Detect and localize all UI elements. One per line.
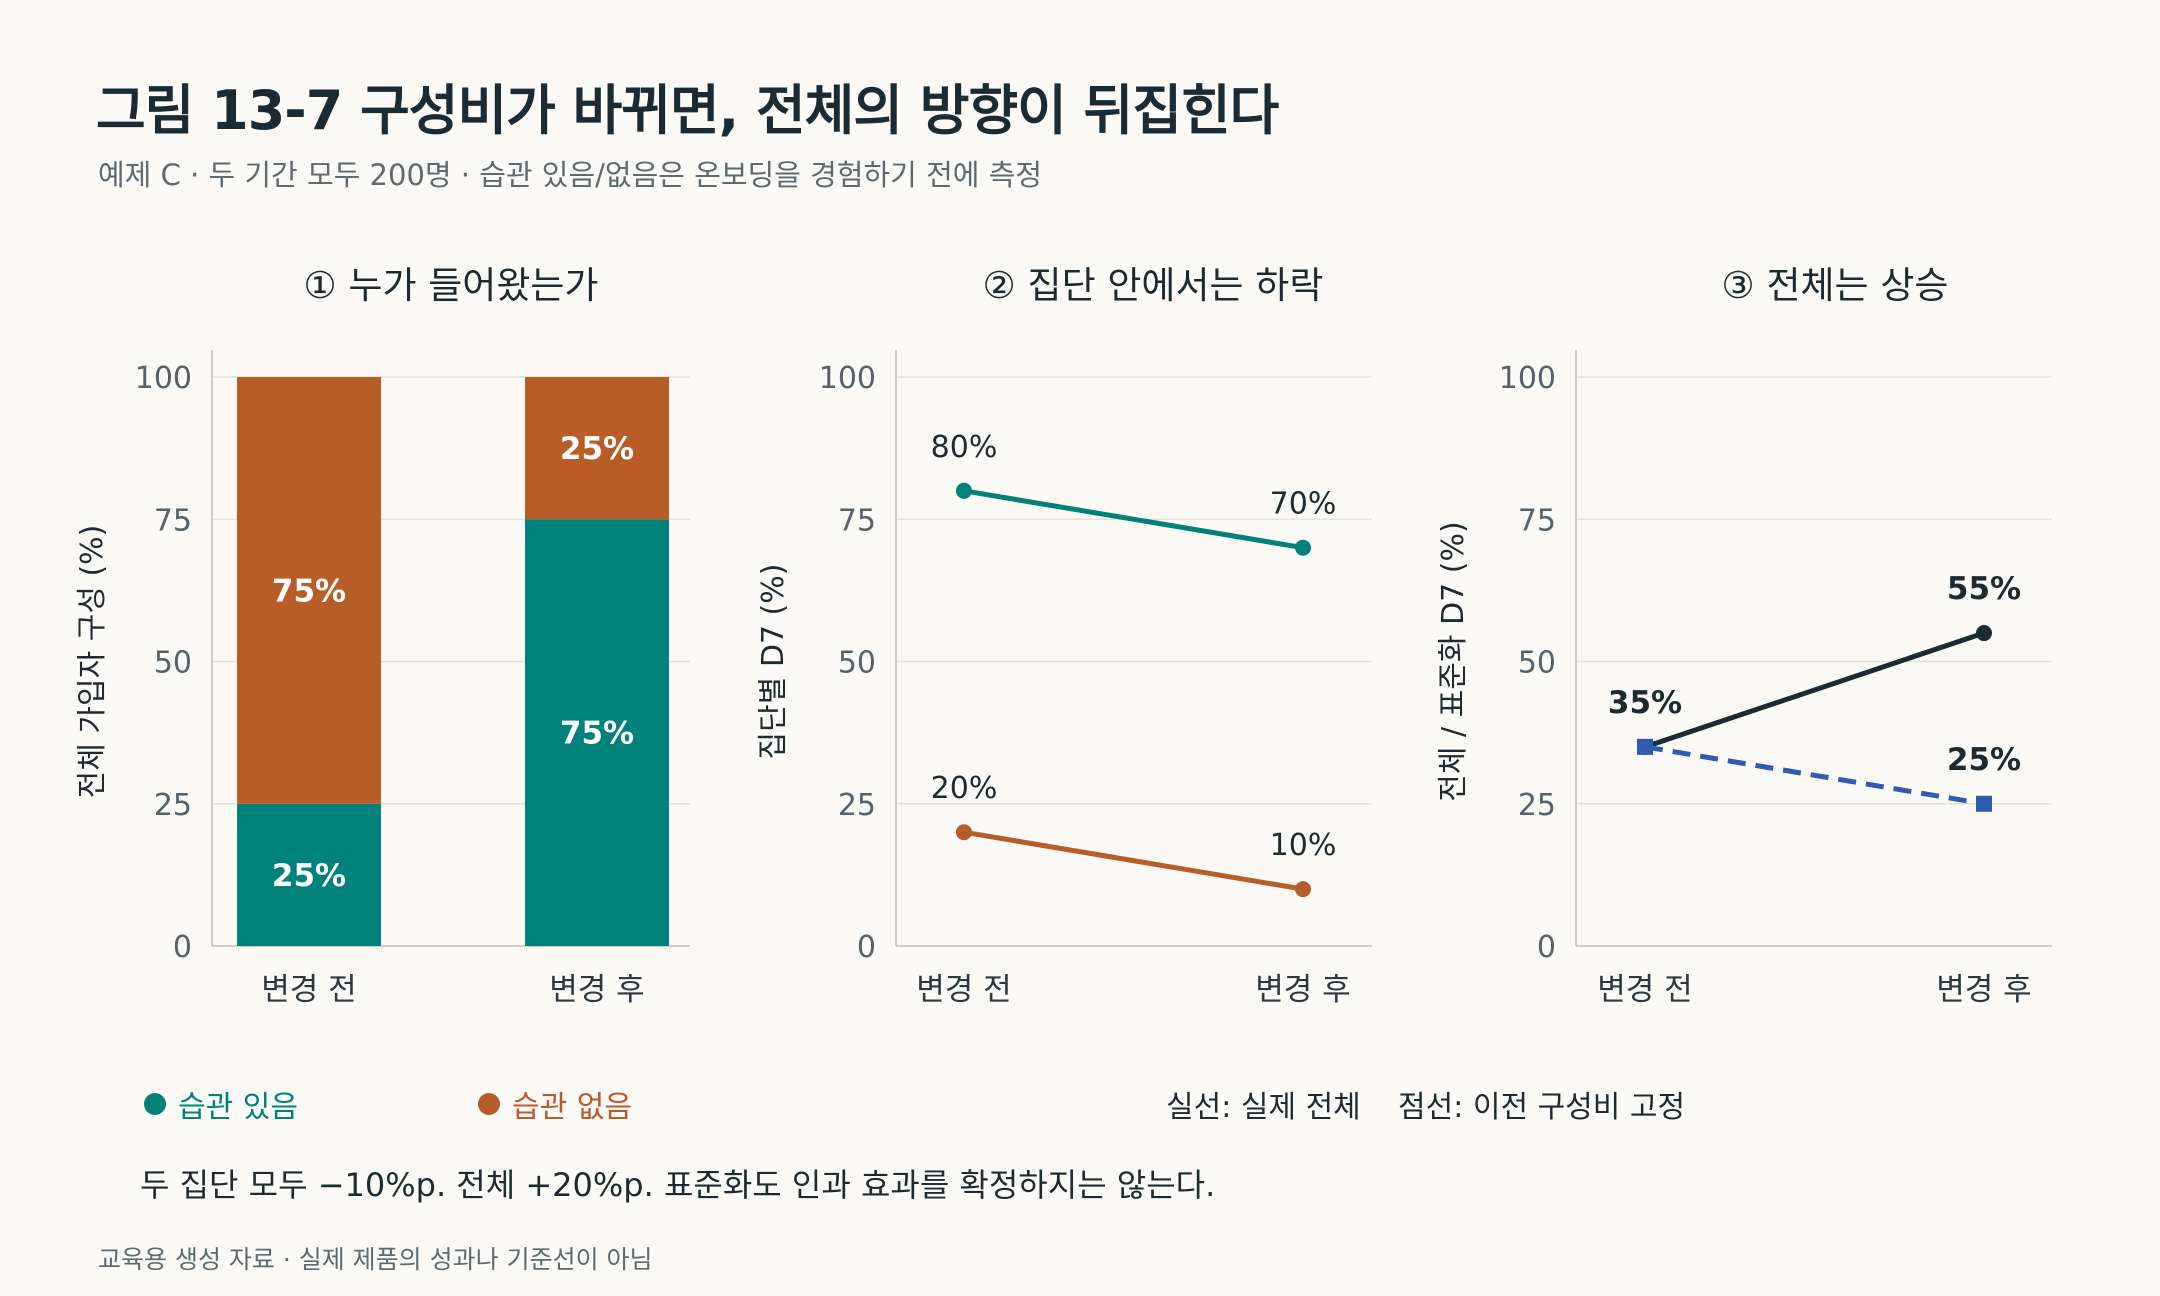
panel-title-1: ① 누가 들어왔는가 (304, 264, 599, 307)
point-data-label: 80% (931, 430, 998, 465)
legend-item-habit: 습관 있음 (144, 1082, 298, 1126)
point-data-label: 20% (931, 771, 998, 806)
x-tick-label: 변경 전 (1597, 972, 1692, 1008)
panel-title-3: ③ 전체는 상승 (1722, 264, 1949, 307)
legend-dot-nohabit (478, 1093, 500, 1115)
data-point (956, 482, 972, 499)
y-axis-label-3: 전체 / 표준화 D7 (%) (1436, 521, 1471, 801)
y-tick-label: 75 (838, 503, 876, 538)
y-tick-label: 75 (1518, 503, 1556, 538)
data-point (1295, 881, 1311, 898)
bar-data-label: 75% (560, 716, 634, 752)
footer-disclaimer: 교육용 생성 자료 · 실제 제품의 성과나 기준선이 아님 (98, 1245, 653, 1274)
y-tick-label: 0 (173, 930, 192, 965)
y-axis-label-2: 집단별 D7 (%) (756, 564, 791, 760)
panel-title-2: ② 집단 안에서는 하락 (983, 264, 1324, 307)
data-point (956, 824, 972, 841)
bar-habit (237, 803, 381, 946)
bar-data-label: 25% (272, 858, 346, 894)
data-point-square (1976, 795, 1992, 812)
y-tick-label: 100 (135, 361, 192, 396)
x-tick-label: 변경 전 (916, 972, 1011, 1008)
bar-habit (525, 519, 669, 946)
y-tick-label: 100 (1499, 361, 1556, 396)
y-tick-label: 100 (819, 361, 876, 396)
bar-nohabit (237, 377, 381, 804)
x-tick-label: 변경 후 (1255, 972, 1350, 1008)
legend-label-nohabit: 습관 없음 (512, 1090, 632, 1125)
y-axis-label-1: 전체 가입자 구성 (%) (75, 525, 110, 799)
x-tick-label: 변경 후 (549, 972, 644, 1008)
y-tick-label: 0 (1537, 930, 1556, 965)
series-line (1644, 630, 1985, 750)
legend-label-habit: 습관 있음 (178, 1090, 298, 1125)
series-line (963, 488, 1304, 551)
point-data-label: 25% (1947, 742, 2021, 778)
legend-dot-habit (144, 1093, 166, 1115)
y-tick-label: 50 (154, 646, 192, 681)
figure-subtitle: 예제 C · 두 기간 모두 200명 · 습관 있음/없음은 온보딩을 경험하… (98, 158, 1043, 192)
point-data-label: 55% (1947, 571, 2021, 607)
x-tick-label: 변경 후 (1936, 972, 2031, 1008)
data-point (1295, 539, 1311, 556)
point-data-label: 10% (1270, 828, 1337, 863)
y-tick-label: 25 (838, 788, 876, 823)
series-line (1644, 744, 1985, 807)
legend-dashed-note: 점선: 이전 구성비 고정 (1398, 1090, 1686, 1125)
legend-item-nohabit: 습관 없음 (478, 1082, 632, 1126)
bar-data-label: 75% (272, 573, 346, 609)
series-line (963, 829, 1304, 892)
figure-title: 그림 13-7 구성비가 바뀌면, 전체의 방향이 뒤집힌다 (96, 79, 1279, 142)
bar-nohabit (525, 377, 669, 520)
y-tick-label: 50 (838, 646, 876, 681)
caption-note: 두 집단 모두 −10%p. 전체 +20%p. 표준화도 인과 효과를 확정하… (140, 1166, 1216, 1204)
y-tick-label: 75 (154, 503, 192, 538)
y-tick-label: 0 (857, 930, 876, 965)
bar-data-label: 25% (560, 431, 634, 467)
point-data-label: 70% (1270, 487, 1337, 522)
point-data-label: 35% (1608, 685, 1682, 721)
data-point (1976, 625, 1992, 642)
y-tick-label: 50 (1518, 646, 1556, 681)
legend-solid-note: 실선: 실제 전체 (1166, 1090, 1361, 1125)
data-point-square (1637, 738, 1653, 755)
x-tick-label: 변경 전 (261, 972, 356, 1008)
y-tick-label: 25 (154, 788, 192, 823)
y-tick-label: 25 (1518, 788, 1556, 823)
